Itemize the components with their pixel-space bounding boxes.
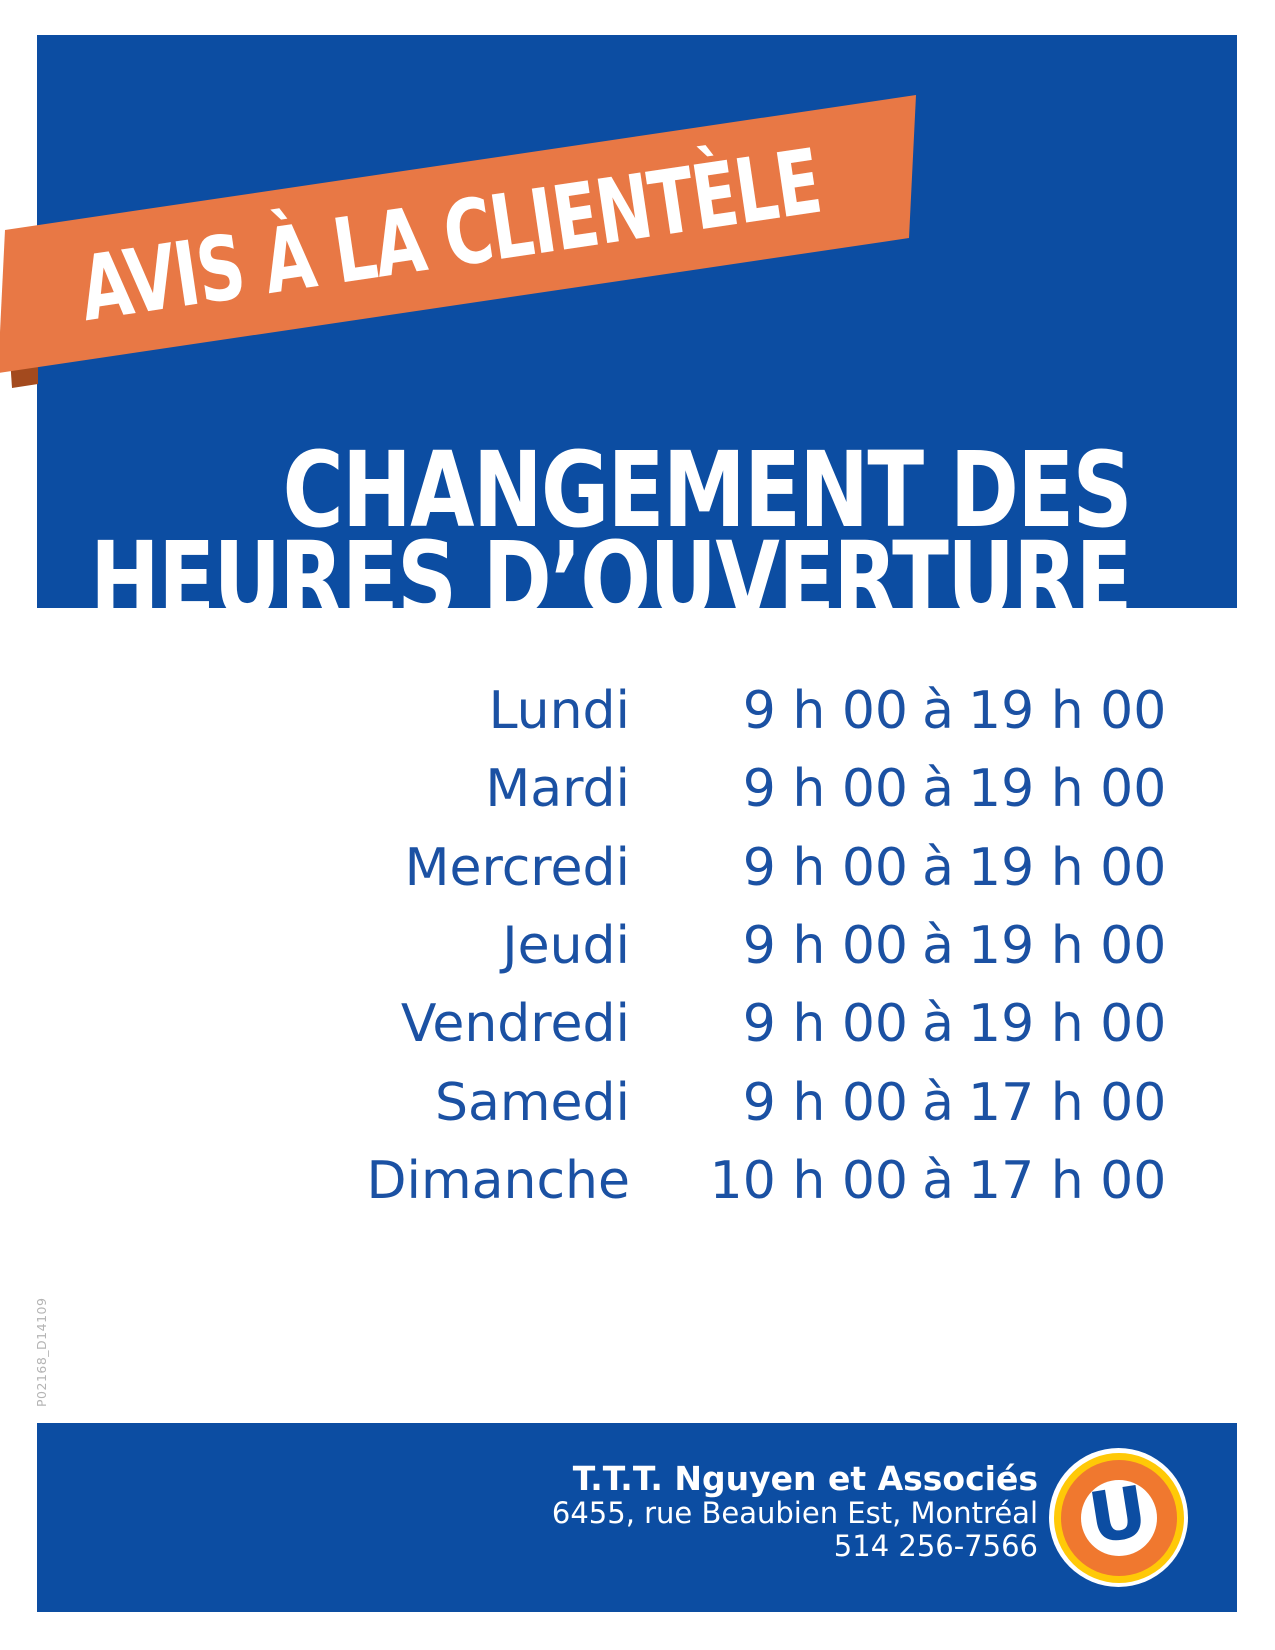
logo-u-letter: U [1083,1469,1153,1560]
table-row: Mercredi 9 h 00 à 19 h 00 [280,829,1180,907]
open-time: 9 h 00 [742,759,908,820]
day-label: Mercredi [404,837,630,898]
time-separator: à [922,837,954,898]
contact-block: T.T.T. Nguyen et Associés 6455, rue Beau… [552,1461,1038,1563]
day-label: Mardi [485,759,630,820]
opening-hours-table: Lundi 9 h 00 à 19 h 00 Mardi 9 h 00 à 19… [280,672,1180,1220]
store-phone: 514 256-7566 [833,1529,1038,1563]
logo-orange-ring: U [1060,1459,1177,1576]
day-label: Vendredi [400,994,630,1055]
poster-title: CHANGEMENT DES HEURES D’OUVERTURE [90,429,1133,642]
production-code: P02168_D14109 [34,1297,49,1407]
time-separator: à [922,759,954,820]
open-time: 9 h 00 [742,994,908,1055]
poster-title-line1: CHANGEMENT DES [282,429,1133,551]
time-separator: à [922,681,954,742]
logo-yellow-ring: U [1053,1452,1184,1583]
uniprix-logo: U [1049,1448,1188,1587]
close-time: 17 h 00 [968,1150,1167,1211]
day-label: Samedi [435,1072,630,1133]
table-row: Samedi 9 h 00 à 17 h 00 [280,1063,1180,1141]
close-time: 19 h 00 [968,759,1167,820]
open-time: 9 h 00 [742,1072,908,1133]
footer-bar: T.T.T. Nguyen et Associés 6455, rue Beau… [37,1423,1237,1612]
store-address: 6455, rue Beaubien Est, Montréal [551,1496,1038,1530]
table-row: Jeudi 9 h 00 à 19 h 00 [280,907,1180,985]
time-separator: à [922,1150,954,1211]
table-row: Dimanche 10 h 00 à 17 h 00 [280,1142,1180,1220]
time-separator: à [922,1072,954,1133]
company-name: T.T.T. Nguyen et Associés [572,1459,1038,1498]
open-time: 9 h 00 [742,837,908,898]
close-time: 19 h 00 [968,994,1167,1055]
close-time: 19 h 00 [968,837,1167,898]
close-time: 17 h 00 [968,1072,1167,1133]
time-separator: à [922,916,954,977]
logo-white-center: U [1080,1470,1157,1559]
day-label: Lundi [488,681,630,742]
close-time: 19 h 00 [968,681,1167,742]
day-label: Jeudi [502,916,630,977]
open-time: 9 h 00 [742,681,908,742]
open-time: 10 h 00 [709,1150,908,1211]
table-row: Mardi 9 h 00 à 19 h 00 [280,750,1180,828]
table-row: Vendredi 9 h 00 à 19 h 00 [280,985,1180,1063]
table-row: Lundi 9 h 00 à 19 h 00 [280,672,1180,750]
close-time: 19 h 00 [968,916,1167,977]
day-label: Dimanche [366,1150,630,1211]
open-time: 9 h 00 [742,916,908,977]
poster-title-line2: HEURES D’OUVERTURE [90,519,1132,642]
time-separator: à [922,994,954,1055]
